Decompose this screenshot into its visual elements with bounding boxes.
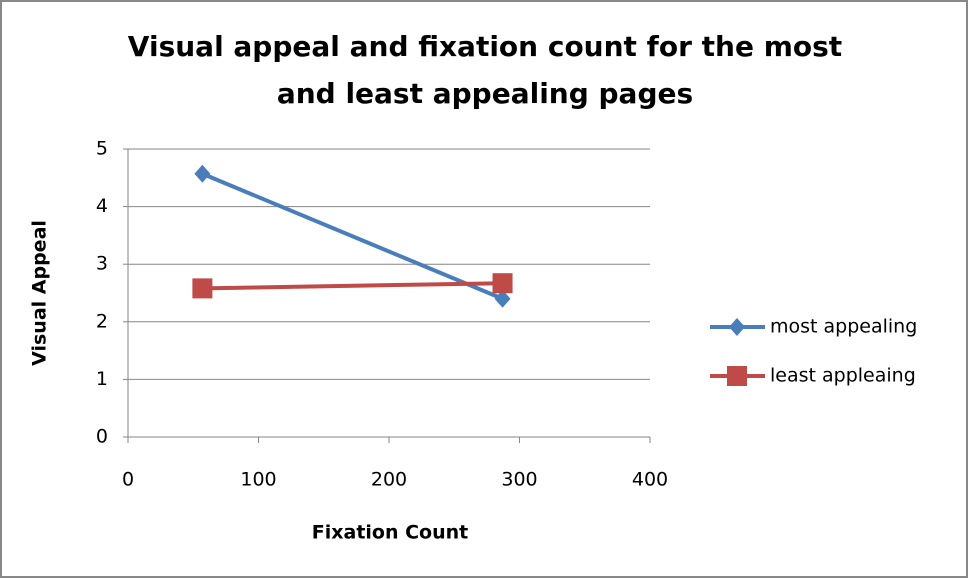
- data-point: [492, 273, 513, 294]
- chart-title: Visual appeal and fixation count for the…: [128, 30, 842, 63]
- x-tick-label: 0: [122, 469, 134, 491]
- legend-label: least appleaing: [770, 365, 916, 387]
- legend-label: most appealing: [770, 316, 917, 338]
- data-point: [194, 164, 211, 183]
- y-tick-label: 0: [96, 426, 108, 448]
- y-tick-label: 3: [96, 253, 108, 275]
- chart-title: and least appealing pages: [277, 77, 693, 110]
- y-axis-title: Visual Appeal: [29, 220, 51, 366]
- legend-marker: [729, 318, 745, 336]
- y-tick-label: 2: [96, 310, 108, 332]
- y-tick-label: 5: [96, 138, 108, 160]
- data-point: [494, 289, 511, 308]
- x-tick-label: 400: [632, 469, 668, 491]
- series-line: [201, 171, 504, 301]
- y-tick-label: 1: [96, 368, 108, 390]
- x-tick-label: 100: [240, 469, 276, 491]
- data-point: [192, 278, 213, 299]
- legend-marker: [727, 366, 747, 386]
- x-tick-label: 200: [371, 469, 407, 491]
- series-line: [202, 281, 503, 291]
- y-tick-label: 4: [96, 195, 108, 217]
- x-axis-title: Fixation Count: [312, 522, 469, 544]
- x-tick-label: 300: [501, 469, 537, 491]
